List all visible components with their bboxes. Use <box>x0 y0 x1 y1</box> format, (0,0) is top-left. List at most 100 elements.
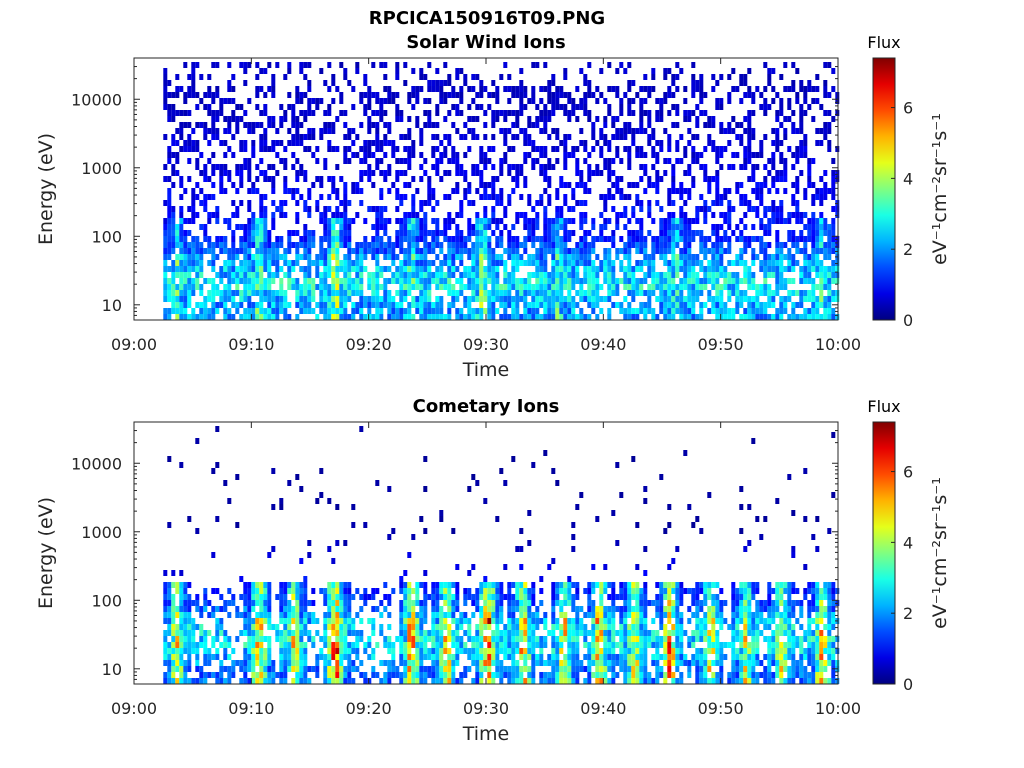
heatmap-cell <box>455 230 460 236</box>
heatmap-cell <box>291 594 296 600</box>
heatmap-cell <box>555 260 560 266</box>
heatmap-cell <box>643 302 648 308</box>
heatmap-cell <box>795 290 800 296</box>
heatmap-cell <box>679 314 684 320</box>
heatmap-cell <box>479 624 484 630</box>
heatmap-cell <box>335 678 340 684</box>
heatmap-cell <box>315 666 320 672</box>
heatmap-cell <box>463 194 468 200</box>
heatmap-cell <box>391 92 396 98</box>
heatmap-cell <box>183 146 188 152</box>
heatmap-cell <box>363 218 368 224</box>
heatmap-cell <box>167 188 172 194</box>
heatmap-cell <box>439 660 444 666</box>
heatmap-cell <box>347 314 352 320</box>
heatmap-cell <box>479 302 484 308</box>
heatmap-cell <box>683 200 688 206</box>
heatmap-cell <box>251 266 256 272</box>
heatmap-cell <box>835 146 840 152</box>
heatmap-cell <box>339 278 344 284</box>
heatmap-cell <box>823 122 828 128</box>
heatmap-cell <box>199 152 204 158</box>
heatmap-cell <box>823 272 828 278</box>
heatmap-cell <box>403 254 408 260</box>
heatmap-cell <box>743 242 748 248</box>
heatmap-cell <box>683 236 688 242</box>
heatmap-cell <box>671 200 676 206</box>
heatmap-cell <box>575 302 580 308</box>
heatmap-cell <box>375 272 380 278</box>
heatmap-cell <box>467 266 472 272</box>
heatmap-cell <box>323 642 328 648</box>
heatmap-cell <box>671 212 676 218</box>
heatmap-cell <box>451 618 456 624</box>
heatmap-cell <box>331 98 336 104</box>
heatmap-cell <box>303 236 308 242</box>
heatmap-cell <box>571 302 576 308</box>
heatmap-cell <box>719 302 724 308</box>
heatmap-cell <box>659 302 664 308</box>
heatmap-cell <box>559 296 564 302</box>
heatmap-cell <box>183 600 188 606</box>
heatmap-cell <box>535 314 540 320</box>
heatmap-cell <box>555 92 560 98</box>
heatmap-cell <box>795 248 800 254</box>
heatmap-cell <box>267 660 272 666</box>
heatmap-cell <box>815 128 820 134</box>
heatmap-cell <box>567 248 572 254</box>
heatmap-cell <box>419 678 424 684</box>
heatmap-cell <box>739 140 744 146</box>
heatmap-cell <box>355 272 360 278</box>
heatmap-cell <box>203 660 208 666</box>
heatmap-cell <box>307 188 312 194</box>
heatmap-cell <box>755 302 760 308</box>
heatmap-cell <box>499 284 504 290</box>
heatmap-cell <box>419 672 424 678</box>
heatmap-cell <box>435 104 440 110</box>
heatmap-cell <box>307 242 312 248</box>
heatmap-cell <box>295 170 300 176</box>
heatmap-cell <box>783 170 788 176</box>
heatmap-cell <box>663 290 668 296</box>
heatmap-cell <box>531 62 536 68</box>
heatmap-cell <box>283 588 288 594</box>
heatmap-cell <box>211 152 216 158</box>
heatmap-cell <box>823 86 828 92</box>
heatmap-cell <box>735 296 740 302</box>
heatmap-cell <box>243 672 248 678</box>
heatmap-cell <box>435 170 440 176</box>
heatmap-cell <box>559 218 564 224</box>
heatmap-cell <box>479 86 484 92</box>
heatmap-cell <box>439 594 444 600</box>
heatmap-cell <box>571 278 576 284</box>
heatmap-cell <box>411 534 416 540</box>
heatmap-cell <box>603 200 608 206</box>
heatmap-cell <box>259 122 264 128</box>
heatmap-cell <box>835 314 840 320</box>
heatmap-cell <box>807 230 812 236</box>
heatmap-cell <box>255 242 260 248</box>
heatmap-cell <box>439 314 444 320</box>
heatmap-cell <box>351 140 356 146</box>
heatmap-cell <box>171 212 176 218</box>
heatmap-cell <box>707 182 712 188</box>
heatmap-cell <box>447 588 452 594</box>
heatmap-cell <box>323 80 328 86</box>
heatmap-cell <box>263 660 268 666</box>
heatmap-cell <box>807 260 812 266</box>
heatmap-cell <box>395 666 400 672</box>
heatmap-cell <box>555 302 560 308</box>
heatmap-cell <box>391 242 396 248</box>
heatmap-cell <box>775 290 780 296</box>
heatmap-cell <box>479 242 484 248</box>
heatmap-cell <box>671 170 676 176</box>
heatmap-cell <box>235 170 240 176</box>
heatmap-cell <box>447 278 452 284</box>
heatmap-cell <box>647 182 652 188</box>
heatmap-cell <box>519 110 524 116</box>
heatmap-cell <box>707 290 712 296</box>
heatmap-cell <box>315 618 320 624</box>
heatmap-cell <box>187 666 192 672</box>
heatmap-cell <box>639 104 644 110</box>
heatmap-cell <box>179 606 184 612</box>
